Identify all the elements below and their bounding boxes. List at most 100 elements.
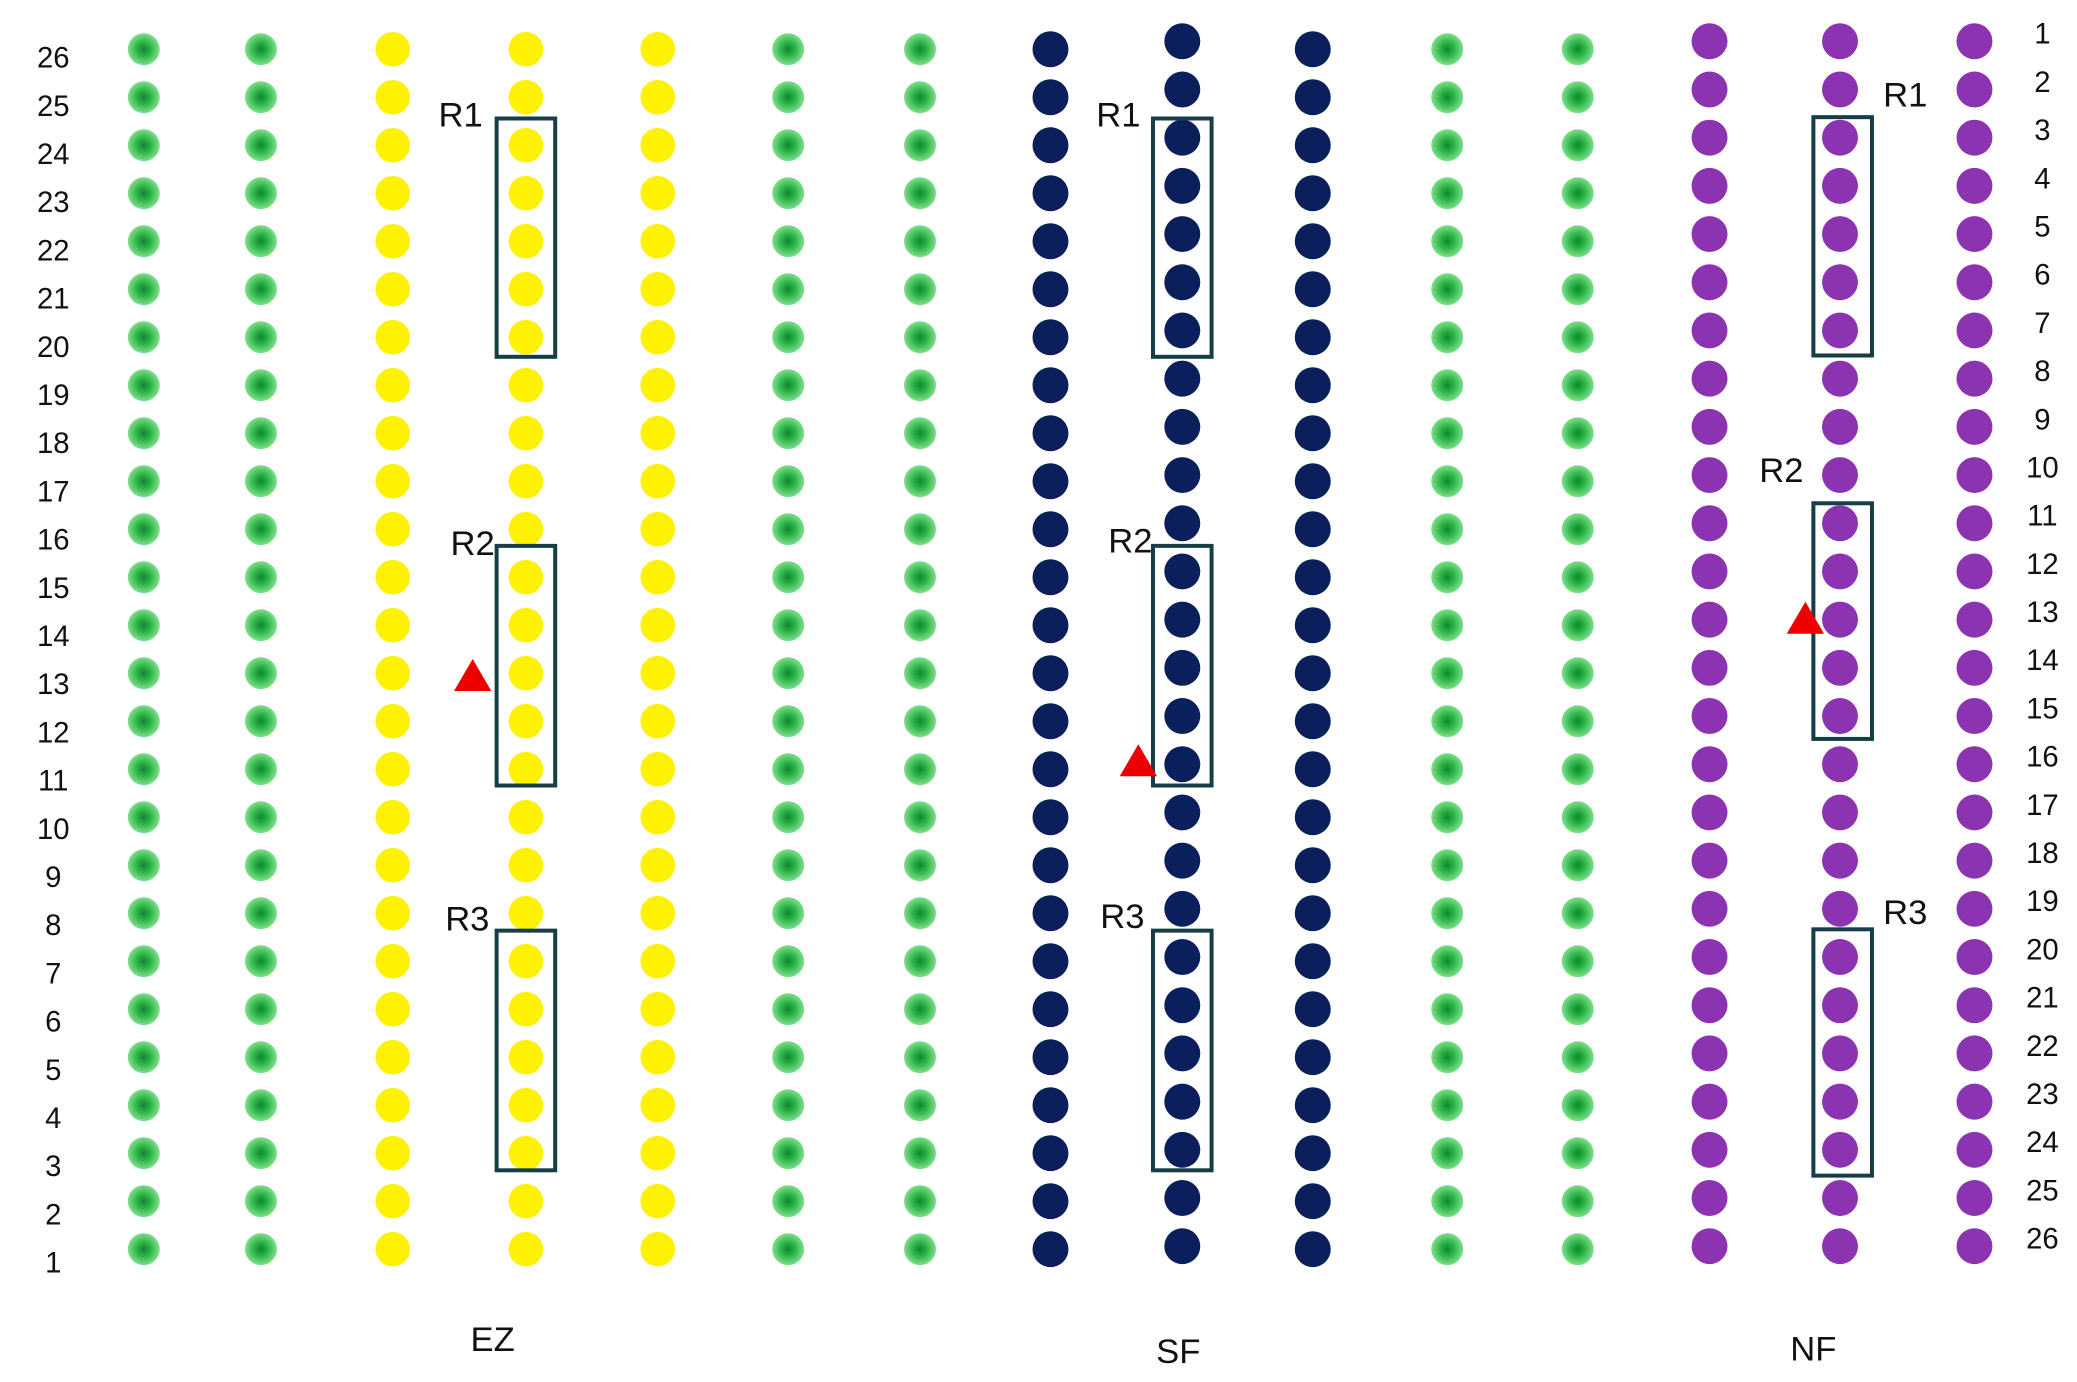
dot — [1294, 31, 1331, 68]
dot — [1032, 463, 1069, 500]
dot — [1431, 321, 1464, 354]
dot — [244, 321, 277, 354]
dot — [375, 799, 411, 835]
dot — [508, 79, 544, 115]
dot — [1431, 1137, 1464, 1170]
dot — [1691, 842, 1728, 879]
dot — [1294, 1183, 1331, 1220]
dot — [508, 1135, 544, 1171]
dot — [127, 849, 160, 882]
dot — [1431, 513, 1464, 546]
region-label: R1 — [1883, 76, 1927, 114]
row-label: 8 — [45, 909, 61, 942]
dot — [1956, 601, 1993, 638]
dot — [244, 1041, 277, 1074]
dot — [1691, 890, 1728, 927]
dot — [772, 801, 805, 834]
dot — [1431, 561, 1464, 594]
dot — [244, 273, 277, 306]
dot — [1294, 271, 1331, 308]
dot — [1822, 601, 1858, 638]
region-box — [1151, 116, 1214, 359]
dot — [1691, 167, 1728, 204]
dot — [904, 81, 936, 114]
dot — [1431, 465, 1464, 498]
region-label: R2 — [451, 525, 495, 563]
dot — [1431, 1089, 1464, 1122]
dot — [1691, 553, 1728, 590]
dot — [1164, 167, 1201, 204]
dot — [640, 127, 676, 163]
dot — [1294, 895, 1331, 932]
dot — [772, 273, 805, 306]
dot — [1691, 457, 1728, 494]
dot — [1294, 511, 1331, 548]
dot — [1561, 1233, 1594, 1266]
region-label: R2 — [1759, 452, 1803, 490]
dot — [1822, 939, 1858, 975]
dot — [375, 319, 411, 355]
region-box — [494, 116, 558, 359]
group-label: EZ — [471, 1321, 515, 1359]
row-label: 11 — [2027, 500, 2057, 533]
row-label: 4 — [45, 1102, 61, 1135]
dot — [640, 655, 676, 691]
row-label: 10 — [2026, 451, 2059, 484]
dot — [1822, 1035, 1858, 1072]
dot — [1032, 799, 1069, 836]
region-label: R2 — [1108, 522, 1152, 560]
dot — [1822, 890, 1858, 927]
dot — [508, 127, 544, 163]
dot — [1822, 408, 1858, 445]
dot — [904, 273, 936, 306]
dot — [244, 513, 277, 546]
dot — [375, 607, 411, 643]
dot — [1431, 657, 1464, 690]
dot — [1431, 33, 1464, 66]
dot — [904, 561, 936, 594]
dot — [127, 945, 160, 978]
dot — [1032, 895, 1069, 932]
row-label: 16 — [37, 524, 70, 557]
dot — [1032, 991, 1069, 1028]
dot — [1956, 1083, 1993, 1120]
dot — [1561, 33, 1594, 66]
dot — [1956, 264, 1993, 301]
row-label: 25 — [37, 90, 70, 123]
dot — [1691, 71, 1728, 108]
dot — [1431, 1041, 1464, 1074]
dot — [1164, 649, 1201, 686]
row-label: 16 — [2026, 741, 2059, 774]
dot — [640, 79, 676, 115]
dot — [1561, 1185, 1594, 1218]
dot — [508, 799, 544, 835]
dot — [640, 1039, 676, 1075]
dot — [127, 513, 160, 546]
dot — [904, 1233, 936, 1266]
dot — [1822, 794, 1858, 831]
dot — [244, 945, 277, 978]
dot — [904, 1137, 936, 1170]
dot — [1032, 223, 1069, 260]
row-label: 7 — [45, 957, 61, 990]
dot — [640, 367, 676, 403]
dot — [1032, 415, 1069, 452]
dot — [904, 705, 936, 738]
dot — [1032, 367, 1069, 404]
dot — [127, 273, 160, 306]
dot — [127, 609, 160, 642]
dot — [1956, 842, 1993, 879]
dot — [244, 801, 277, 834]
dot — [127, 897, 160, 930]
marker-triangle — [1786, 601, 1825, 634]
row-label: 21 — [2026, 982, 2059, 1015]
dot — [1691, 794, 1728, 831]
dot — [1032, 847, 1069, 884]
dot — [375, 415, 411, 451]
dot — [1822, 119, 1858, 156]
dot — [375, 1087, 411, 1123]
dot — [640, 943, 676, 979]
dot — [1294, 367, 1331, 404]
dot — [508, 1231, 544, 1267]
